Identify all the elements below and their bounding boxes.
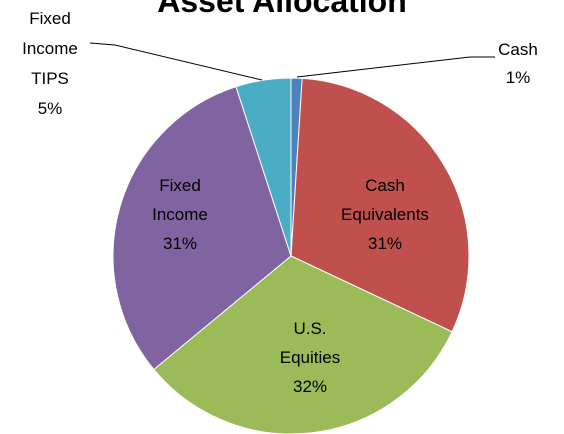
category-label: Cash xyxy=(498,40,538,59)
slice-label: U.S. Equities 32% xyxy=(260,314,360,401)
category-label: Fixed Income xyxy=(152,176,208,224)
pie-slice xyxy=(290,77,470,333)
category-label: U.S. Equities xyxy=(279,319,341,367)
value-label: 32% xyxy=(292,377,328,396)
leader-line xyxy=(89,42,263,81)
slice-label: Cash Equivalents 31% xyxy=(330,171,440,258)
pie-slice xyxy=(153,255,453,434)
pie-slice xyxy=(235,77,292,257)
category-label: Fixed Income TIPS xyxy=(22,9,78,88)
value-label: 31% xyxy=(367,234,403,253)
slice-label: Fixed Income TIPS 5% xyxy=(15,4,85,124)
slice-label: Cash 1% xyxy=(478,36,558,92)
slices xyxy=(112,77,470,434)
value-label: 31% xyxy=(162,234,198,253)
value-label: 5% xyxy=(37,99,63,118)
chart-title: Asset Allocation xyxy=(157,0,407,19)
category-label: Cash Equivalents xyxy=(341,176,429,224)
value-label: 1% xyxy=(505,68,531,87)
leader-line xyxy=(296,56,495,78)
slice-label: Fixed Income 31% xyxy=(140,171,220,258)
pie-slice xyxy=(112,86,292,371)
